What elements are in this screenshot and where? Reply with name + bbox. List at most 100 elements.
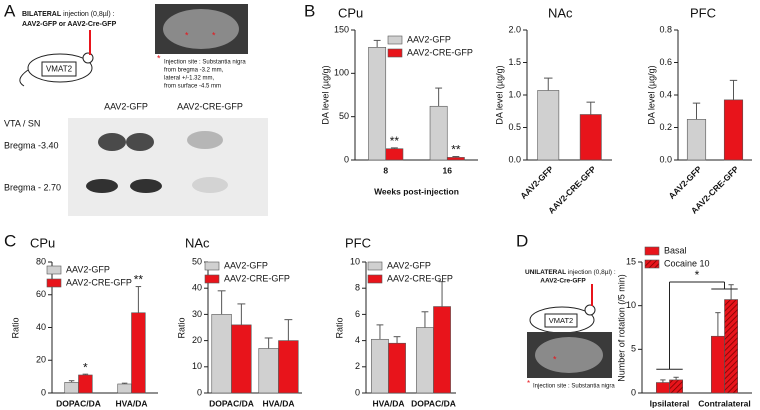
y-tick-label: 5 xyxy=(631,344,636,354)
significance: ** xyxy=(451,143,461,157)
y-tick-label: 60 xyxy=(36,289,46,299)
y-tick-label: 15 xyxy=(626,256,636,266)
row-label: Bregma -3.40 xyxy=(4,140,59,150)
site-star: * xyxy=(185,30,189,40)
y-tick-label: 0.8 xyxy=(659,24,672,34)
legend-label: Basal xyxy=(664,245,687,255)
bar xyxy=(371,338,389,394)
bar xyxy=(278,340,299,394)
error-bar xyxy=(660,379,666,383)
panel-label: A xyxy=(4,1,16,20)
bar xyxy=(686,119,707,161)
site-marker: * xyxy=(527,379,530,388)
y-tick-label: 20 xyxy=(192,335,202,345)
bar xyxy=(131,312,146,394)
y-tick-label: 0.5 xyxy=(508,122,521,132)
y-tick-label: 0 xyxy=(344,154,349,164)
error-bar xyxy=(393,336,401,344)
error-bar xyxy=(673,376,679,380)
y-tick-label: 40 xyxy=(192,283,202,293)
y-tick-label: 0.0 xyxy=(508,154,521,164)
mouse-box xyxy=(41,61,77,77)
mouse-label: VMAT2 xyxy=(46,65,73,74)
chart-title: PFC xyxy=(345,235,371,250)
bar xyxy=(579,114,602,161)
error-bar xyxy=(729,79,738,100)
error-bar xyxy=(390,147,398,149)
x-tick-label: 16 xyxy=(443,165,453,175)
y-tick-label: 1.5 xyxy=(508,57,521,67)
significance: * xyxy=(695,268,700,282)
bar xyxy=(429,105,448,161)
signal xyxy=(187,131,223,149)
x-tick-label: HVA/DA xyxy=(263,398,295,408)
y-tick-label: 150 xyxy=(334,24,349,34)
y-tick-label: 0.0 xyxy=(659,154,672,164)
y-tick-label: 4 xyxy=(355,335,360,345)
legend-swatch xyxy=(387,48,403,58)
column-header: AAV2-CRE-GFP xyxy=(177,101,243,111)
chart-title: NAc xyxy=(185,235,210,250)
y-tick-label: 80 xyxy=(36,256,46,266)
panel-label: D xyxy=(516,231,528,250)
error-bar xyxy=(438,281,446,307)
error-bar xyxy=(135,286,142,313)
site-marker: * xyxy=(157,53,161,63)
legend-swatch xyxy=(204,274,220,284)
error-bar xyxy=(728,284,734,300)
y-axis-label: DA level (µg/g) xyxy=(494,65,504,124)
y-axis-label: Ratio xyxy=(176,317,186,338)
y-tick-label: 10 xyxy=(350,256,360,266)
site-title: Injection site : Substantia nigra xyxy=(164,60,246,66)
legend-label: AAV2-CRE-GFP xyxy=(387,273,453,283)
error-bar xyxy=(452,156,460,158)
bar xyxy=(724,299,738,394)
signal xyxy=(130,179,162,193)
legend-swatch xyxy=(46,278,62,288)
brain-section xyxy=(535,337,603,373)
significance: ** xyxy=(134,273,144,287)
legend-label: Cocaine 10 xyxy=(664,258,710,268)
error-bar xyxy=(421,311,429,328)
x-tick-label: Ipsilateral xyxy=(650,398,690,408)
x-tick-label: HVA/DA xyxy=(116,398,148,408)
autoradiograph xyxy=(68,118,268,216)
y-axis-label: Ratio xyxy=(10,317,20,338)
mouse-label: VMAT2 xyxy=(549,316,573,325)
error-bar xyxy=(284,319,293,341)
legend-swatch xyxy=(46,265,62,275)
y-tick-label: 50 xyxy=(339,111,349,121)
chart-title: CPu xyxy=(30,235,55,250)
error-bar xyxy=(376,324,384,340)
legend-label: AAV2-CRE-GFP xyxy=(66,277,132,287)
error-bar xyxy=(121,382,128,384)
signal xyxy=(86,179,118,193)
column-header: AAV2-GFP xyxy=(104,101,148,111)
y-tick-label: 30 xyxy=(192,309,202,319)
error-bar xyxy=(586,101,595,115)
panel-label: B xyxy=(304,1,315,20)
y-tick-label: 0 xyxy=(197,387,202,397)
legend-swatch xyxy=(367,274,383,284)
site-detail: from surface -4.5 mm xyxy=(164,84,221,90)
chart-title: PFC xyxy=(690,5,716,20)
y-tick-label: 0.4 xyxy=(659,89,672,99)
bar xyxy=(231,324,252,394)
bar xyxy=(258,348,279,394)
legend-label: AAV2-GFP xyxy=(224,260,268,270)
bar xyxy=(446,157,465,161)
legend-swatch xyxy=(387,35,403,45)
error-bar xyxy=(692,102,701,120)
y-tick-label: 40 xyxy=(36,322,46,332)
bar xyxy=(78,374,93,394)
bar xyxy=(655,382,670,394)
vector: AAV2-Cre-GFP xyxy=(540,278,586,285)
panel-label: C xyxy=(4,231,16,250)
significance: ** xyxy=(390,134,400,148)
panel-a: BILATERAL injection (0,8µl) : AAV2-GFP o… xyxy=(4,4,268,216)
error-bar xyxy=(217,290,226,315)
error-bar xyxy=(715,312,721,337)
site-detail: from bregma -3.2 mm, xyxy=(164,68,224,74)
error-bar xyxy=(264,337,273,349)
